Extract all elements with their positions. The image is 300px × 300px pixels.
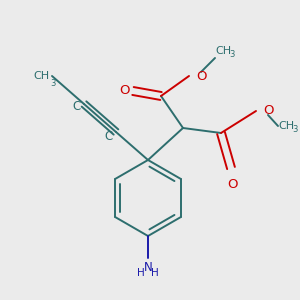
Text: O: O bbox=[120, 85, 130, 98]
Text: CH: CH bbox=[33, 71, 49, 81]
Text: 3: 3 bbox=[292, 125, 297, 134]
Text: C: C bbox=[73, 100, 81, 112]
Text: CH: CH bbox=[215, 46, 231, 56]
Text: N: N bbox=[144, 261, 152, 274]
Text: H: H bbox=[137, 268, 145, 278]
Text: H: H bbox=[151, 268, 159, 278]
Text: 3: 3 bbox=[50, 79, 56, 88]
Text: O: O bbox=[263, 104, 274, 118]
Text: 3: 3 bbox=[229, 50, 234, 59]
Text: C: C bbox=[105, 130, 113, 142]
Text: O: O bbox=[228, 178, 238, 191]
Text: O: O bbox=[196, 70, 206, 83]
Text: CH: CH bbox=[278, 121, 294, 131]
